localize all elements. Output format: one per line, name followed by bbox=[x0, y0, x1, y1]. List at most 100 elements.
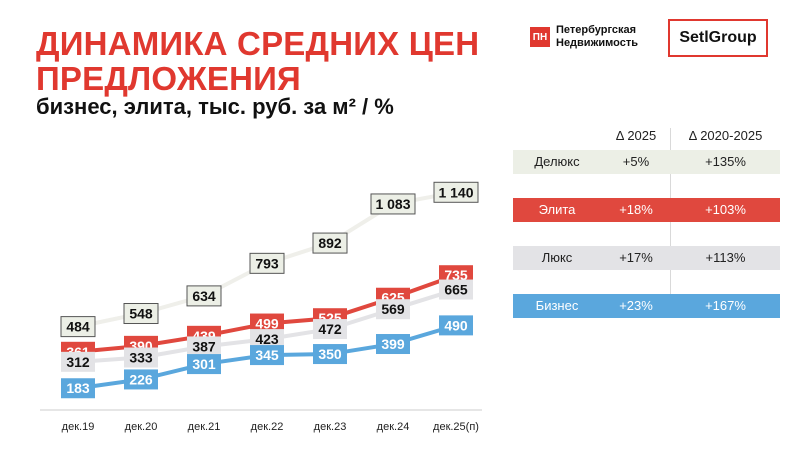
data-label-text: 350 bbox=[318, 346, 342, 362]
data-label-text: 345 bbox=[255, 347, 279, 363]
data-label-text: 1 140 bbox=[438, 184, 473, 200]
data-label-business: 399 bbox=[376, 334, 410, 355]
x-tick-label: дек.24 bbox=[377, 421, 410, 433]
data-label-business: 226 bbox=[124, 369, 158, 390]
x-tick-label: дек.20 bbox=[125, 421, 158, 433]
row-delta-2025: +17% bbox=[619, 250, 653, 265]
data-label-text: 387 bbox=[192, 338, 216, 354]
table-row-lux: Люкс +17% +113% bbox=[513, 246, 780, 270]
data-label-box bbox=[312, 232, 348, 254]
row-delta-2020-2025: +167% bbox=[705, 298, 746, 313]
data-label-box bbox=[61, 351, 95, 372]
data-label-box bbox=[123, 303, 159, 325]
row-delta-2025: +18% bbox=[619, 202, 653, 217]
data-label-lux: 387 bbox=[187, 336, 221, 357]
x-tick-label: дек.23 bbox=[314, 421, 347, 433]
data-label-text: 183 bbox=[66, 380, 90, 396]
pn-logo-mark: ПН bbox=[530, 27, 550, 47]
row-name: Элита bbox=[538, 202, 576, 217]
row-delta-2020-2025: +135% bbox=[705, 154, 746, 169]
data-label-text: 472 bbox=[318, 321, 342, 337]
data-label-deluxe: 548 bbox=[123, 303, 159, 325]
data-label-box bbox=[433, 181, 479, 203]
table-row-business: Бизнес +23% +167% bbox=[513, 294, 780, 318]
data-label-box bbox=[61, 378, 95, 399]
data-label-deluxe: 1 083 bbox=[370, 193, 416, 215]
data-label-business: 345 bbox=[250, 345, 284, 366]
data-label-text: 548 bbox=[129, 306, 153, 322]
data-label-text: 490 bbox=[444, 317, 468, 333]
table-divider bbox=[670, 128, 671, 318]
data-label-box bbox=[313, 344, 347, 365]
data-label-text: 312 bbox=[66, 354, 90, 370]
data-label-box bbox=[186, 285, 222, 307]
pn-logo-line2: Недвижимость bbox=[556, 37, 638, 49]
data-label-text: 484 bbox=[66, 319, 90, 335]
data-label-lux: 665 bbox=[439, 279, 473, 300]
data-label-box bbox=[439, 279, 473, 300]
data-label-text: 634 bbox=[192, 288, 216, 304]
data-label-lux: 333 bbox=[124, 347, 158, 368]
row-delta-2020-2025: +113% bbox=[705, 250, 746, 265]
data-label-box bbox=[124, 347, 158, 368]
data-label-box bbox=[376, 299, 410, 320]
data-label-text: 735 bbox=[444, 267, 468, 283]
data-label-box bbox=[249, 252, 285, 274]
data-label-lux: 423 bbox=[250, 329, 284, 350]
data-label-business: 490 bbox=[439, 315, 473, 336]
data-label-deluxe: 1 140 bbox=[433, 181, 479, 203]
x-tick-label: дек.19 bbox=[62, 421, 95, 433]
data-label-lux: 312 bbox=[61, 351, 95, 372]
data-label-box bbox=[250, 345, 284, 366]
table-row-elite: Элита +18% +103% bbox=[513, 198, 780, 222]
page-title: ДИНАМИКА СРЕДНИХ ЦЕН ПРЕДЛОЖЕНИЯ bbox=[36, 26, 479, 96]
table-header-2020-2025: Δ 2020-2025 bbox=[688, 128, 763, 143]
setl-logo: SetlGroup bbox=[668, 19, 768, 57]
data-label-box bbox=[250, 313, 284, 334]
data-label-text: 226 bbox=[129, 371, 153, 387]
data-label-deluxe: 484 bbox=[60, 316, 96, 338]
data-label-text: 423 bbox=[255, 331, 279, 347]
data-label-box bbox=[187, 354, 221, 375]
data-label-box bbox=[124, 369, 158, 390]
data-label-lux: 569 bbox=[376, 299, 410, 320]
title-line-2: ПРЕДЛОЖЕНИЯ bbox=[36, 60, 301, 97]
data-label-deluxe: 892 bbox=[312, 232, 348, 254]
data-label-box bbox=[250, 329, 284, 350]
row-name: Люкс bbox=[541, 250, 573, 265]
data-label-text: 569 bbox=[381, 301, 405, 317]
data-label-box bbox=[439, 315, 473, 336]
data-label-text: 793 bbox=[255, 255, 279, 271]
row-delta-2025: +5% bbox=[622, 154, 650, 169]
title-line-1: ДИНАМИКА СРЕДНИХ ЦЕН bbox=[36, 25, 480, 62]
data-label-text: 499 bbox=[255, 316, 279, 332]
row-name: Делюкс bbox=[534, 154, 580, 169]
row-delta-2020-2025: +103% bbox=[705, 202, 746, 217]
data-label-text: 1 083 bbox=[375, 196, 410, 212]
data-label-lux: 472 bbox=[313, 319, 347, 340]
data-label-business: 350 bbox=[313, 344, 347, 365]
data-label-text: 301 bbox=[192, 356, 216, 372]
data-label-elite: 499 bbox=[250, 313, 284, 334]
x-tick-label: дек.25(п) bbox=[433, 421, 479, 433]
data-label-box bbox=[60, 316, 96, 338]
data-label-box bbox=[313, 319, 347, 340]
x-tick-label: дек.21 bbox=[188, 421, 221, 433]
table-row-deluxe: Делюкс +5% +135% bbox=[513, 150, 780, 174]
row-delta-2025: +23% bbox=[619, 298, 653, 313]
data-label-box bbox=[370, 193, 416, 215]
data-label-deluxe: 793 bbox=[249, 252, 285, 274]
data-label-text: 333 bbox=[129, 350, 153, 366]
data-label-text: 892 bbox=[318, 235, 342, 251]
pn-logo-line1: Петербургская bbox=[556, 24, 637, 36]
pn-logo-text: Петербургская Недвижимость bbox=[556, 24, 638, 50]
data-label-box bbox=[376, 334, 410, 355]
table-header-2025: Δ 2025 bbox=[615, 128, 657, 143]
page-subtitle: бизнес, элита, тыс. руб. за м² / % bbox=[36, 94, 394, 119]
row-name: Бизнес bbox=[535, 298, 579, 313]
data-label-box bbox=[187, 336, 221, 357]
data-label-text: 399 bbox=[381, 336, 405, 352]
data-label-business: 301 bbox=[187, 354, 221, 375]
x-tick-label: дек.22 bbox=[251, 421, 284, 433]
